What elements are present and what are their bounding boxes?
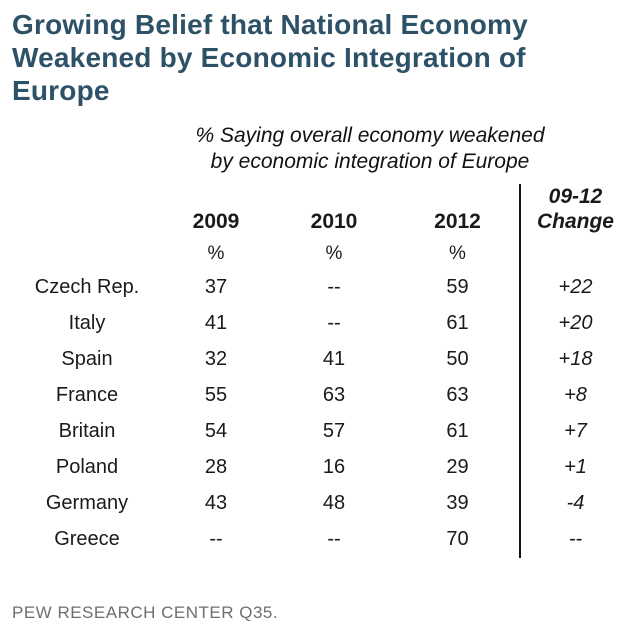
header-2009: 2009 <box>192 209 240 233</box>
table-row: France 55 63 63 +8 <box>10 377 630 414</box>
row-2012: 70 <box>446 528 469 551</box>
row-country: France <box>55 384 119 407</box>
header-2012: 2012 <box>434 209 481 233</box>
row-change: +20 <box>519 305 630 342</box>
row-country: Spain <box>61 348 113 371</box>
unit-row: % % % <box>10 237 630 270</box>
header-change-line1: 09-12 <box>548 184 603 208</box>
row-change: +1 <box>519 449 630 486</box>
row-2010: -- <box>327 312 341 335</box>
header-row: 2009 2010 2012 09-12 Change <box>10 183 630 238</box>
row-country: Czech Rep. <box>34 276 140 299</box>
row-country: Italy <box>68 312 106 335</box>
header-change: 09-12 Change <box>519 183 630 238</box>
row-2010: 57 <box>322 420 346 443</box>
chart-subtitle-line1: % Saying overall economy weakened <box>195 124 545 148</box>
row-change: +8 <box>519 377 630 414</box>
row-change: -4 <box>519 485 630 522</box>
table-row: Spain 32 41 50 +18 <box>10 341 630 378</box>
chart-subtitle-line2: by economic integration of Europe <box>210 150 530 174</box>
row-2010: 41 <box>322 348 346 371</box>
row-2012: 50 <box>446 348 469 371</box>
row-2009: 32 <box>204 348 228 371</box>
row-2010: 16 <box>322 456 346 479</box>
row-change: +18 <box>519 341 630 378</box>
row-country: Britain <box>58 420 116 443</box>
data-table: 2009 2010 2012 09-12 Change % % % Czech … <box>10 183 630 558</box>
header-change-line2: Change <box>536 209 614 233</box>
row-2012: 61 <box>446 420 469 443</box>
row-2010: 63 <box>322 384 346 407</box>
row-country: Poland <box>55 456 119 479</box>
row-2009: 41 <box>204 312 228 335</box>
unit-2012: % <box>449 242 466 264</box>
page-title: Growing Belief that National Economy Wea… <box>12 9 528 107</box>
table-row: Czech Rep. 37 -- 59 +22 <box>10 269 630 306</box>
row-2010: -- <box>327 276 341 299</box>
row-2012: 61 <box>446 312 469 335</box>
row-change: +7 <box>519 413 630 450</box>
row-2009: 37 <box>204 276 228 299</box>
unit-2010: % <box>325 242 343 264</box>
table-row: Britain 54 57 61 +7 <box>10 413 630 450</box>
header-2010: 2010 <box>310 209 358 233</box>
row-2012: 59 <box>446 276 469 299</box>
row-2012: 63 <box>446 384 469 407</box>
row-2012: 39 <box>446 492 469 515</box>
table-row: Greece -- -- 70 -- <box>10 521 630 558</box>
unit-2009: % <box>207 242 225 264</box>
header-country <box>10 184 160 238</box>
row-2009: 54 <box>204 420 228 443</box>
row-2009: -- <box>209 528 223 551</box>
chart-subtitle: % Saying overall economy weakened by eco… <box>110 123 630 176</box>
unit-change <box>519 237 630 270</box>
row-country: Greece <box>54 528 120 551</box>
row-change: -- <box>519 521 630 558</box>
row-country: Germany <box>45 492 129 515</box>
row-2012: 29 <box>446 456 469 479</box>
table-row: Italy 41 -- 61 +20 <box>10 305 630 342</box>
row-2009: 55 <box>204 384 228 407</box>
unit-country <box>10 238 160 270</box>
row-2010: 48 <box>322 492 346 515</box>
source-credit: PEW RESEARCH CENTER Q35. <box>12 603 279 622</box>
row-2010: -- <box>327 528 341 551</box>
table-row: Germany 43 48 39 -4 <box>10 485 630 522</box>
row-2009: 43 <box>204 492 228 515</box>
row-change: +22 <box>519 269 630 306</box>
table-row: Poland 28 16 29 +1 <box>10 449 630 486</box>
row-2009: 28 <box>204 456 228 479</box>
